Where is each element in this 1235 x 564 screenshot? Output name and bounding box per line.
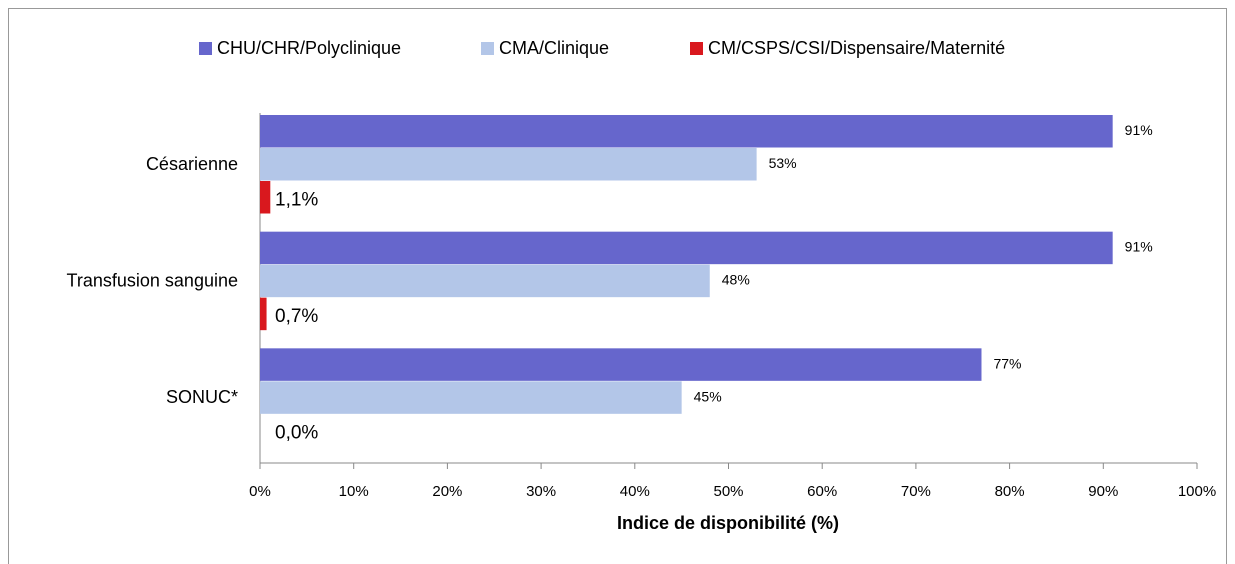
y-tick-label: Transfusion sanguine: [67, 270, 238, 290]
data-label: 77%: [993, 355, 1021, 371]
x-tick-label: 0%: [249, 483, 271, 500]
bar: [260, 381, 682, 414]
legend-label: CM/CSPS/CSI/Dispensaire/Maternité: [708, 38, 1005, 58]
data-label: 45%: [694, 388, 722, 404]
y-tick-label: SONUC*: [166, 387, 238, 407]
data-label: 91%: [1125, 122, 1153, 138]
legend-swatch: [690, 42, 703, 55]
data-label: 0,7%: [275, 306, 318, 327]
bar: [260, 297, 267, 331]
legend-label: CHU/CHR/Polyclinique: [217, 38, 401, 58]
bar: [260, 348, 982, 381]
bar: [260, 231, 1113, 265]
x-tick-label: 90%: [1088, 483, 1118, 500]
data-label: 91%: [1125, 239, 1153, 255]
bar: [260, 148, 757, 181]
legend-label: CMA/Clinique: [499, 38, 609, 58]
x-tick-label: 40%: [620, 483, 650, 500]
data-label: 48%: [722, 272, 750, 288]
data-label: 0,0%: [275, 423, 318, 444]
bar: [260, 264, 710, 298]
legend-swatch: [481, 42, 494, 55]
x-tick-label: 30%: [526, 483, 556, 500]
x-tick-label: 10%: [339, 483, 369, 500]
x-tick-label: 100%: [1178, 483, 1216, 500]
x-tick-label: 20%: [432, 483, 462, 500]
x-tick-label: 80%: [995, 483, 1025, 500]
y-tick-label: Césarienne: [146, 154, 238, 174]
x-tick-label: 60%: [807, 483, 837, 500]
x-axis-title: Indice de disponibilité (%): [617, 513, 839, 533]
frame: [8, 8, 1227, 564]
data-label: 53%: [769, 155, 797, 171]
data-label: 1,1%: [275, 189, 318, 210]
x-tick-label: 70%: [901, 483, 931, 500]
bar: [260, 115, 1113, 148]
x-tick-label: 50%: [713, 483, 743, 500]
legend-swatch: [199, 42, 212, 55]
bar: [260, 181, 271, 214]
